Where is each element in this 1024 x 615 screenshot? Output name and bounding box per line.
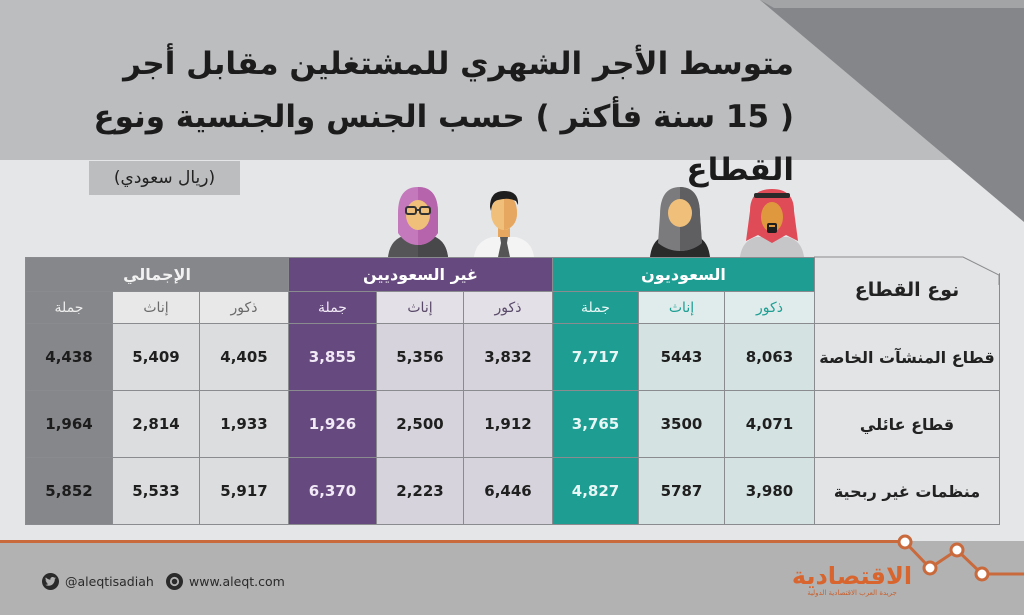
cell-saudi-female: 5443 bbox=[638, 323, 725, 391]
cell-total-total: 4,438 bbox=[25, 323, 113, 391]
subheader-total-male: ذكور bbox=[199, 291, 289, 324]
cell-saudi-total: 3,765 bbox=[552, 390, 639, 458]
cell-non-saudi-female: 2,223 bbox=[376, 457, 464, 525]
twitter-handle: @aleqtisadiah bbox=[65, 574, 154, 589]
website-url: www.aleqt.com bbox=[189, 574, 285, 589]
cell-total-female: 5,409 bbox=[112, 323, 200, 391]
cell-total-total: 5,852 bbox=[25, 457, 113, 525]
footer-accent-line bbox=[0, 540, 905, 543]
table-row-family: 1,964 2,814 1,933 1,926 2,500 1,912 3,76… bbox=[25, 390, 1001, 458]
sector-column-header: نوع القطاع bbox=[814, 257, 1001, 324]
non-saudi-man-avatar bbox=[474, 191, 534, 257]
cell-total-female: 5,533 bbox=[112, 457, 200, 525]
cell-total-total: 1,964 bbox=[25, 390, 113, 458]
saudi-woman-avatar bbox=[650, 187, 710, 257]
cell-saudi-female: 3500 bbox=[638, 390, 725, 458]
subheader-saudi-female: إناث bbox=[638, 291, 725, 324]
table-row-private: 4,438 5,409 4,405 3,855 5,356 3,832 7,71… bbox=[25, 323, 1001, 391]
line-graph-decoration bbox=[897, 534, 1024, 582]
cell-saudi-male: 8,063 bbox=[723, 323, 816, 391]
group-header-total: الإجمالي bbox=[25, 257, 289, 292]
subheader-non-saudi-total: جملة bbox=[288, 291, 377, 324]
cell-saudi-male: 3,980 bbox=[723, 457, 816, 525]
sector-label: قطاع عائلي bbox=[814, 390, 1001, 458]
group-header-non-saudi: غير السعوديين bbox=[288, 257, 553, 292]
cell-total-male: 4,405 bbox=[199, 323, 289, 391]
twitter-link[interactable]: @aleqtisadiah bbox=[42, 573, 154, 590]
cell-total-male: 1,933 bbox=[199, 390, 289, 458]
subheader-total-female: إناث bbox=[112, 291, 200, 324]
cell-total-male: 5,917 bbox=[199, 457, 289, 525]
group-header-saudi: السعوديون bbox=[551, 257, 816, 292]
cell-non-saudi-female: 5,356 bbox=[376, 323, 464, 391]
subheader-saudi-total: جملة bbox=[552, 291, 639, 324]
cell-non-saudi-male: 3,832 bbox=[463, 323, 553, 391]
cell-total-female: 2,814 bbox=[112, 390, 200, 458]
cell-non-saudi-male: 1,912 bbox=[463, 390, 553, 458]
title-line-2: ( 15 سنة فأكثر ) حسب الجنس والجنسية ونوع… bbox=[93, 99, 794, 188]
corner-decoration bbox=[760, 0, 1024, 222]
cell-non-saudi-total: 6,370 bbox=[288, 457, 377, 525]
sector-header-notch bbox=[814, 255, 1003, 285]
sector-label: قطاع المنشآت الخاصة bbox=[814, 323, 1001, 391]
web-icon bbox=[166, 573, 183, 590]
page-title: متوسط الأجر الشهري للمشتغلين مقابل أجر (… bbox=[34, 38, 794, 197]
title-line-1: متوسط الأجر الشهري للمشتغلين مقابل أجر bbox=[123, 46, 794, 82]
wage-table: الإجمالي غير السعوديين السعوديون نوع الق… bbox=[25, 257, 1001, 525]
table-row-nonprofit: 5,852 5,533 5,917 6,370 2,223 6,446 4,82… bbox=[25, 457, 1001, 525]
logo-text: الاقتصادية bbox=[791, 562, 913, 590]
sector-label: منظمات غير ربحية bbox=[814, 457, 1001, 525]
cell-saudi-total: 4,827 bbox=[552, 457, 639, 525]
cell-non-saudi-total: 3,855 bbox=[288, 323, 377, 391]
cell-non-saudi-total: 1,926 bbox=[288, 390, 377, 458]
website-link[interactable]: www.aleqt.com bbox=[166, 573, 285, 590]
non-saudi-woman-avatar bbox=[388, 187, 448, 257]
saudi-man-avatar bbox=[740, 189, 804, 257]
subheader-saudi-male: ذكور bbox=[723, 291, 816, 324]
subheader-non-saudi-male: ذكور bbox=[463, 291, 553, 324]
unit-label: (ريال سعودي) bbox=[89, 161, 240, 195]
twitter-icon bbox=[42, 573, 59, 590]
cell-saudi-female: 5787 bbox=[638, 457, 725, 525]
subheader-non-saudi-female: إناث bbox=[376, 291, 464, 324]
cell-non-saudi-male: 6,446 bbox=[463, 457, 553, 525]
logo-subtitle: جريدة العرب الاقتصادية الدولية bbox=[807, 589, 897, 597]
cell-saudi-male: 4,071 bbox=[723, 390, 816, 458]
cell-saudi-total: 7,717 bbox=[552, 323, 639, 391]
cell-non-saudi-female: 2,500 bbox=[376, 390, 464, 458]
subheader-total-total: جملة bbox=[25, 291, 113, 324]
publisher-logo: الاقتصادية جريدة العرب الاقتصادية الدولي… bbox=[782, 563, 922, 598]
